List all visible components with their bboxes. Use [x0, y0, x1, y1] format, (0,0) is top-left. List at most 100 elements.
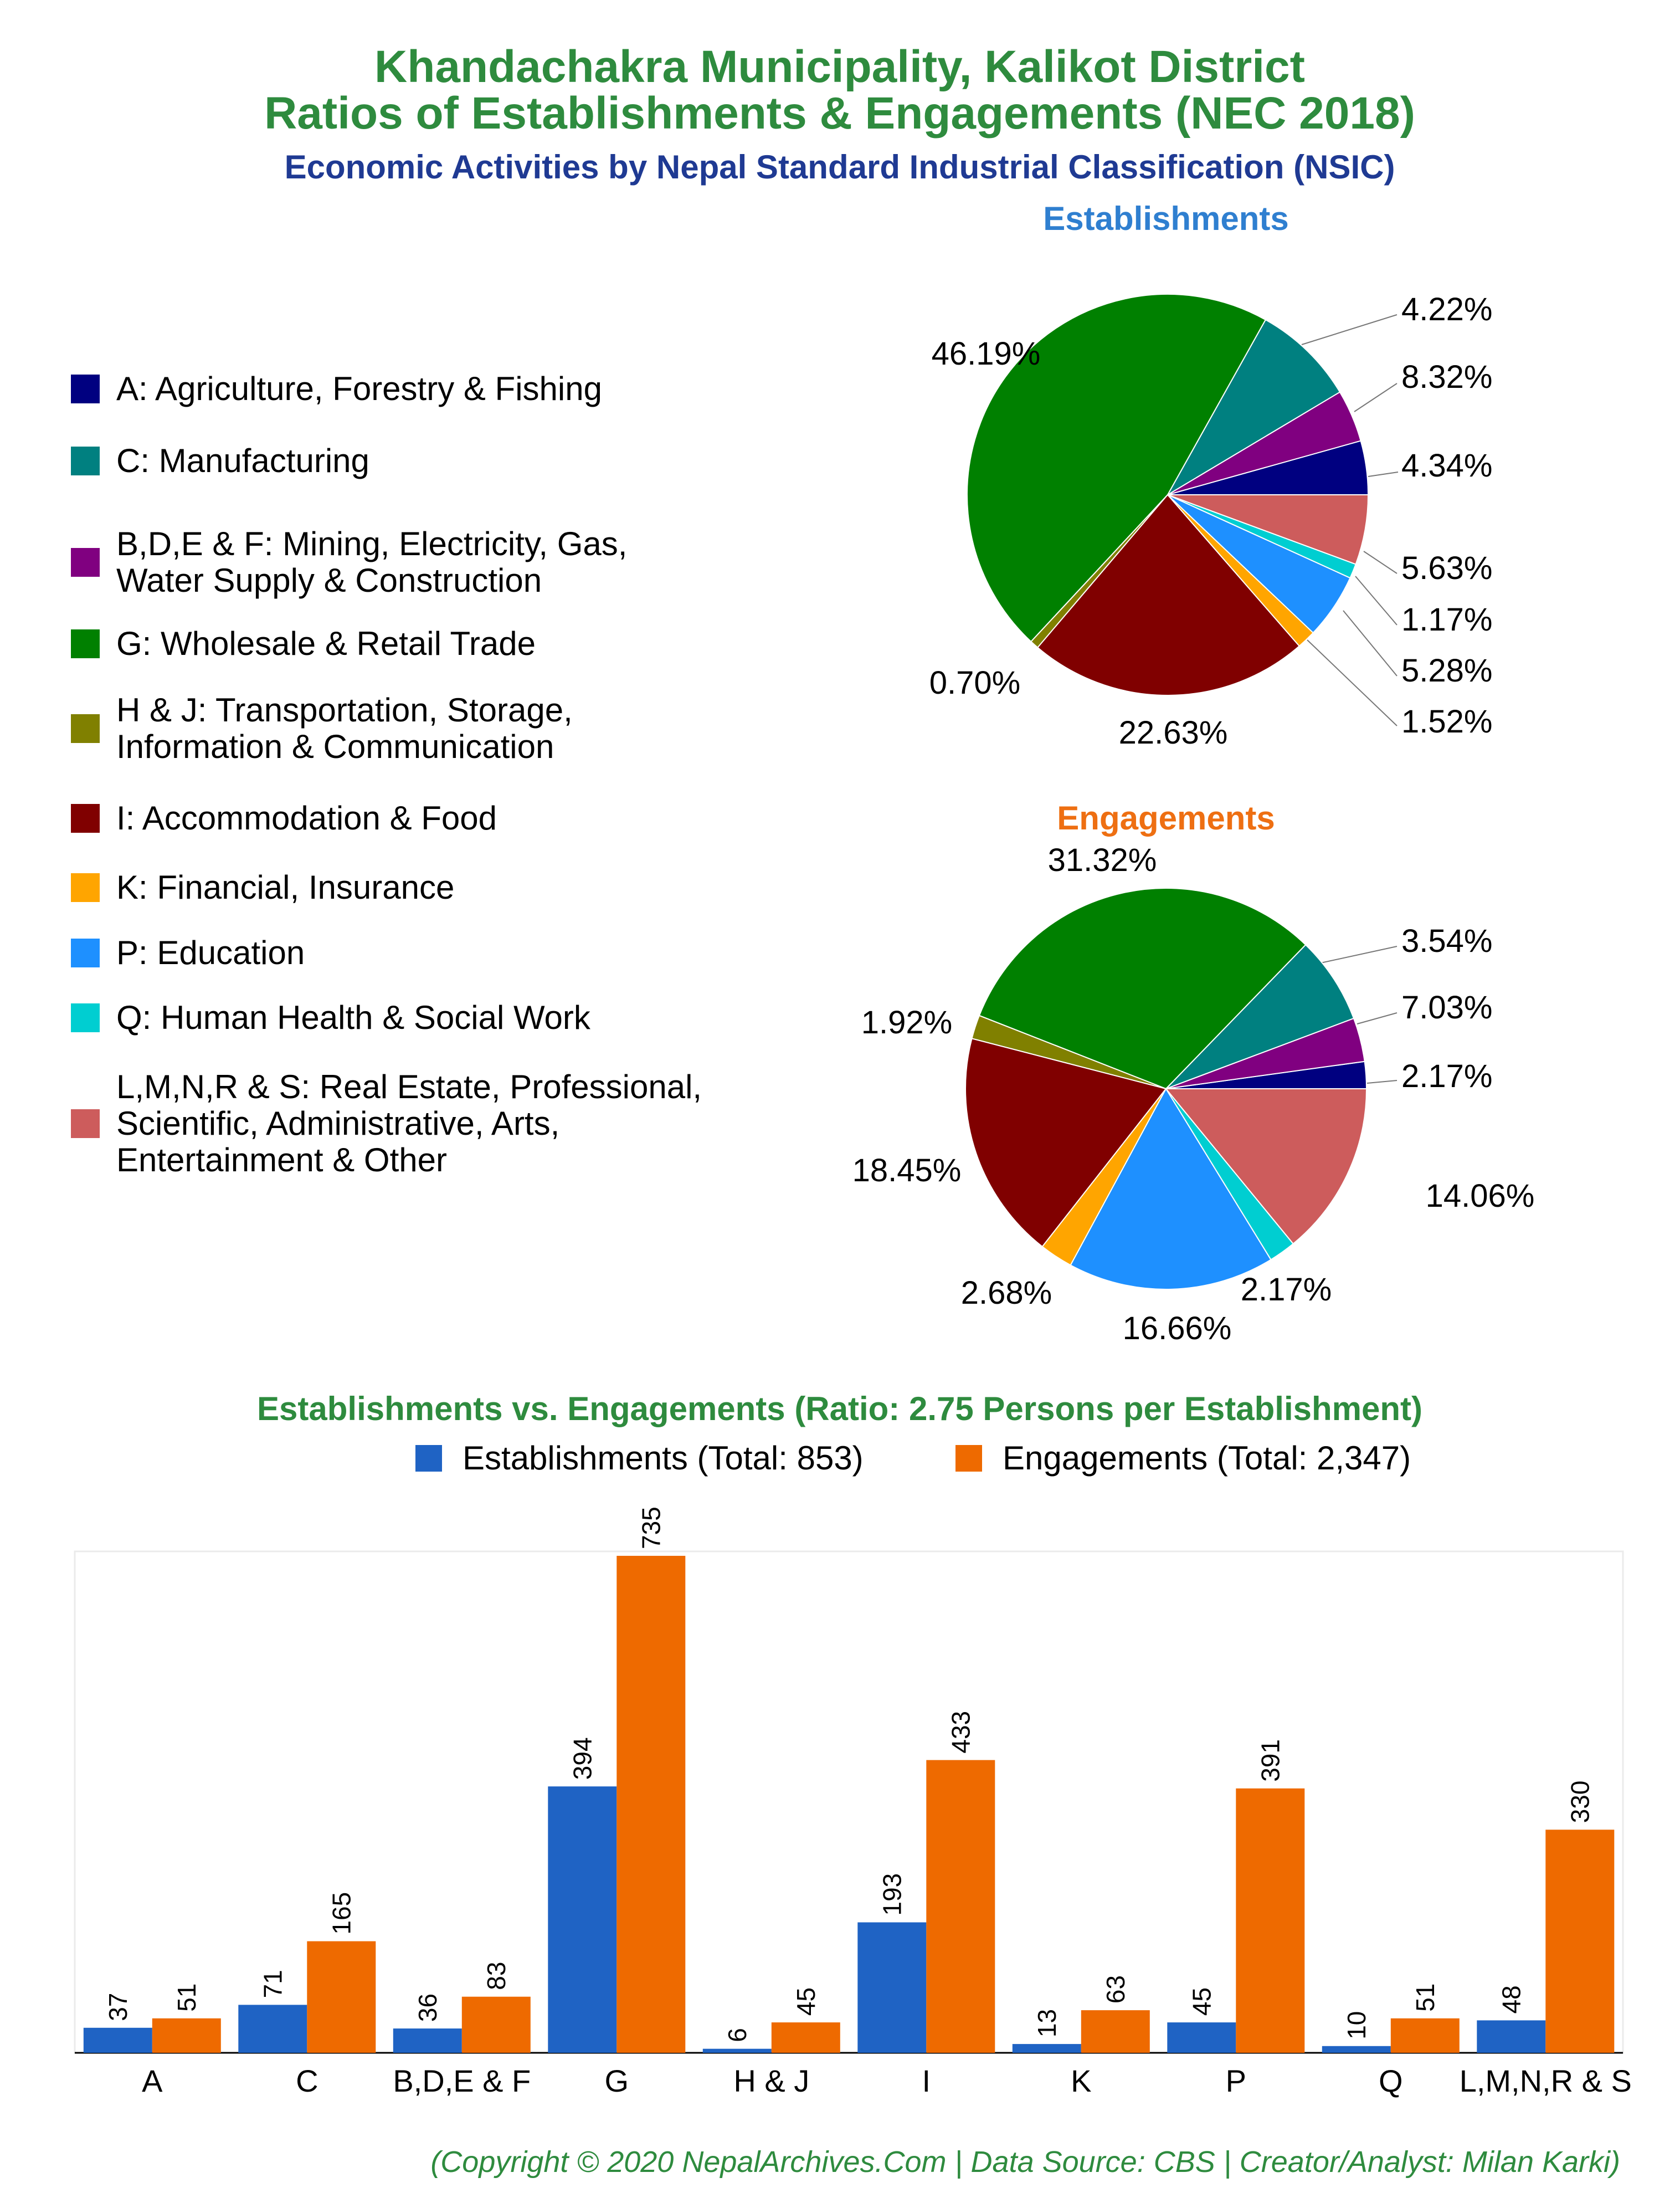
- bar-value-label: 433: [946, 1711, 975, 1754]
- bar-engagements: [1236, 1788, 1305, 2053]
- bar-establishments: [83, 2027, 152, 2053]
- establishments-pct-label-lmnrs: 5.63%: [1401, 550, 1492, 586]
- establishments-slice-lmnrs: [1167, 494, 1369, 565]
- engagements-pct-label-i: 18.45%: [852, 1152, 962, 1188]
- bar-value-label: 51: [1411, 1984, 1440, 2012]
- establishments-slice-g: [966, 294, 1267, 643]
- legend-swatch-i: [71, 804, 100, 833]
- bar-value-label: 63: [1101, 1975, 1130, 2004]
- engagements-pct-label-k: 2.68%: [961, 1275, 1052, 1311]
- bar-value-label: 330: [1565, 1781, 1594, 1823]
- legend-label-bdef: Water Supply & Construction: [116, 562, 542, 599]
- legend-swatch-g: [71, 629, 100, 658]
- bar-value-label: 735: [636, 1507, 665, 1549]
- engagements-slice-lmnrs: [1164, 1088, 1368, 1245]
- bar-value-label: 391: [1256, 1739, 1285, 1782]
- bar-value-label: 48: [1497, 1985, 1525, 2013]
- establishments-pct-label-hj: 0.70%: [929, 665, 1020, 701]
- establishments-pct-label-q: 1.17%: [1401, 602, 1492, 638]
- engagements-pct-label-p: 16.66%: [1123, 1310, 1232, 1346]
- engagements-pct-label-g: 31.32%: [1048, 842, 1157, 878]
- engagements-leader-bdef: [1315, 946, 1398, 965]
- bar-category-label: P: [1226, 2063, 1246, 2098]
- engagements-pct-label-lmnrs: 14.06%: [1426, 1178, 1535, 1214]
- establishments-leader-lmnrs: [1363, 551, 1398, 574]
- establishments-pct-label-k: 1.52%: [1401, 704, 1492, 740]
- subtitle: Economic Activities by Nepal Standard In…: [285, 148, 1395, 186]
- establishments-slice-c: [1166, 319, 1341, 496]
- engagements-slice-c: [1165, 944, 1355, 1089]
- engagements-slice-i: [965, 1038, 1167, 1248]
- bar-establishments: [857, 1922, 927, 2053]
- bar-engagements: [771, 2022, 840, 2053]
- establishments-pct-label-bdef: 4.22%: [1401, 291, 1492, 327]
- bar-value-label: 13: [1032, 2009, 1061, 2037]
- establishments-leader-q: [1355, 576, 1398, 626]
- legend-swatch-c: [71, 447, 100, 475]
- bar-engagements: [307, 1941, 376, 2053]
- legend-label-p: P: Education: [116, 934, 305, 971]
- engagements-pct-label-hj: 1.92%: [861, 1005, 952, 1041]
- establishments-pie: 4.34% 4.22% 8.32% 46.19% 0.70% 22.63% 1.52% 5.2…: [929, 291, 1493, 751]
- establishments-leader-bdef: [1301, 314, 1398, 345]
- bar-value-label: 51: [172, 1984, 201, 2012]
- establishments-leader-c: [1354, 383, 1398, 412]
- bar-category-label: I: [922, 2063, 931, 2098]
- legend-swatch-bdef: [71, 548, 100, 577]
- legend-establishments-label: Establishments (Total: 853): [463, 1439, 864, 1477]
- establishments-leader-p: [1343, 610, 1398, 677]
- bar-establishments: [1167, 2022, 1236, 2053]
- bar-value-label: 45: [1187, 1987, 1216, 2016]
- bar-category-label: A: [142, 2063, 163, 2098]
- establishments-pct-label-g: 46.19%: [932, 336, 1041, 372]
- legend-label-c: C: Manufacturing: [116, 442, 369, 479]
- bar-value-label: 394: [568, 1737, 597, 1780]
- engagements-leader-c: [1357, 1012, 1398, 1024]
- legend-swatch-a: [71, 375, 100, 403]
- bar-value-label: 45: [792, 1987, 820, 2016]
- legend-swatch-k: [71, 873, 100, 902]
- establishments-pct-label-i: 22.63%: [1119, 715, 1228, 751]
- legend-swatch-hj: [71, 714, 100, 743]
- bar-plot-area: [74, 1550, 1624, 2054]
- engagements-slice-g: [978, 888, 1307, 1090]
- establishments-leader-a: [1368, 472, 1399, 477]
- legend-engagements-swatch: [955, 1445, 982, 1472]
- bar-category-label: Q: [1379, 2063, 1403, 2098]
- engagements-slice-p: [1070, 1087, 1272, 1290]
- bar-category-label: H & J: [733, 2063, 809, 2098]
- establishments-leader-k: [1307, 639, 1398, 726]
- legend-label-k: K: Financial, Insurance: [116, 869, 454, 906]
- bar-chart-title: Establishments vs. Engagements (Ratio: 2…: [257, 1390, 1422, 1427]
- legend-label-a: A: Agriculture, Forestry & Fishing: [116, 370, 602, 407]
- legend-label-i: I: Accommodation & Food: [116, 800, 497, 837]
- engagements-pie-title: Engagements: [1057, 800, 1275, 837]
- legend-establishments-swatch: [415, 1445, 442, 1472]
- establishments-pie-title: Establishments: [1043, 200, 1288, 237]
- legend-swatch-q: [71, 1003, 100, 1032]
- bar-engagements: [1081, 2010, 1150, 2053]
- legend-swatch-lmnrs: [71, 1109, 100, 1138]
- bar-establishments: [548, 1786, 617, 2053]
- legend-label-bdef: B,D,E & F: Mining, Electricity, Gas,: [116, 525, 627, 562]
- bar-establishments: [1477, 2020, 1546, 2053]
- legend-label-g: G: Wholesale & Retail Trade: [116, 625, 536, 662]
- engagements-pct-label-c: 7.03%: [1401, 990, 1492, 1026]
- bar-establishments: [238, 2005, 307, 2053]
- bar-establishments: [1322, 2046, 1391, 2053]
- bar-engagements: [1545, 1830, 1615, 2053]
- engagements-pct-label-a: 2.17%: [1401, 1058, 1492, 1094]
- title-line-2: Ratios of Establishments & Engagements (…: [264, 88, 1415, 139]
- bar-value-label: 6: [723, 2028, 752, 2042]
- bar-establishments: [702, 2048, 772, 2053]
- bar-establishments: [393, 2028, 462, 2053]
- legend-label-q: Q: Human Health & Social Work: [116, 999, 591, 1036]
- bar-value-label: 193: [877, 1873, 906, 1916]
- bar-category-label: G: [605, 2063, 629, 2098]
- legend-label-lmnrs: L,M,N,R & S: Real Estate, Professional,: [116, 1068, 702, 1105]
- establishments-slice-i: [1036, 494, 1301, 696]
- legend-label-lmnrs: Entertainment & Other: [116, 1141, 447, 1179]
- bar-value-label: 37: [104, 1993, 132, 2021]
